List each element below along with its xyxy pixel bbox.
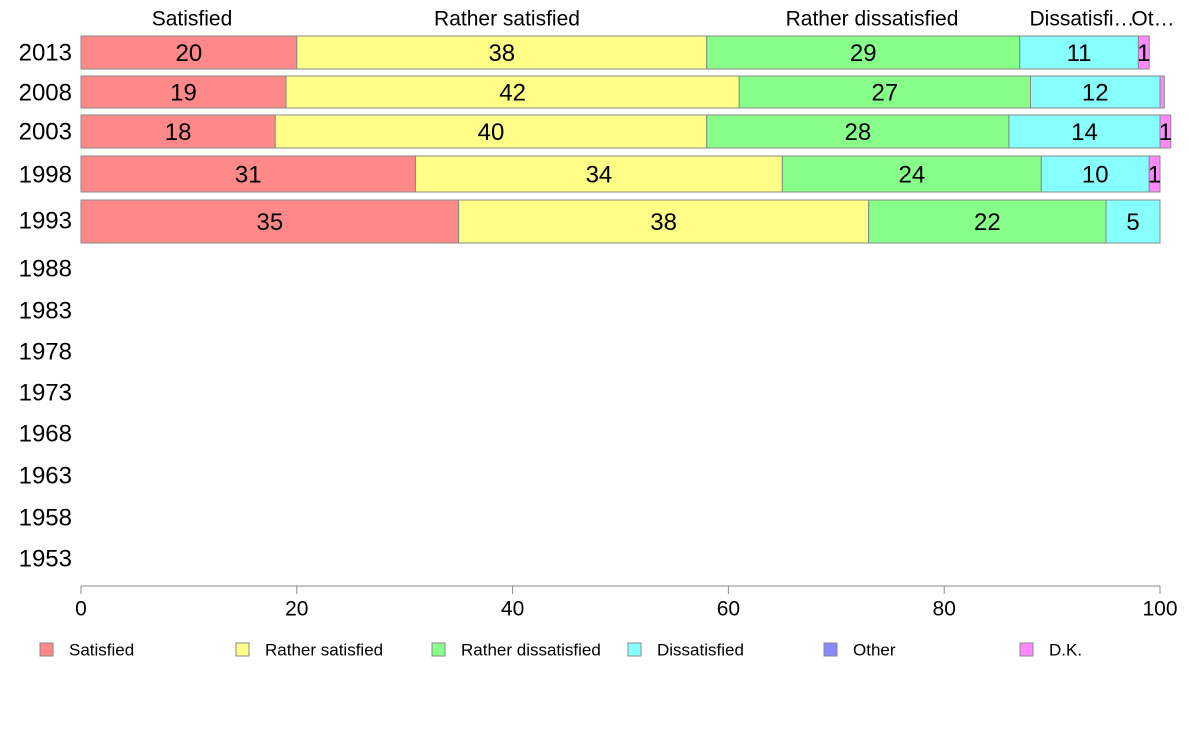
top-label-1: Rather satisfied <box>434 8 580 31</box>
data-label-2013-dissatisfied: 11 <box>1067 40 1092 67</box>
data-label-1998-dissatisfied: 10 <box>1082 162 1109 189</box>
legend-swatch-rather-dissatisfied <box>431 642 446 657</box>
legend-swatch-dissatisfied <box>627 642 642 657</box>
legend-label-satisfied: Satisfied <box>69 641 134 660</box>
legend-label-rather-satisfied: Rather satisfied <box>265 641 383 660</box>
data-label-2003-d-k-: 1 <box>1159 119 1172 146</box>
year-label-1958: 1958 <box>19 505 72 532</box>
data-label-2008-dissatisfied: 12 <box>1082 80 1109 107</box>
year-label-1963: 1963 <box>19 463 72 490</box>
year-label-1993: 1993 <box>19 208 72 235</box>
data-label-1998-rather-satisfied: 34 <box>586 162 613 189</box>
data-label-2013-rather-satisfied: 38 <box>488 40 515 67</box>
legend-swatch-satisfied <box>39 642 54 657</box>
data-label-1993-satisfied: 35 <box>256 209 283 236</box>
data-label-1998-satisfied: 31 <box>235 162 262 189</box>
legend-swatch-other <box>823 642 838 657</box>
legend-label-dissatisfied: Dissatisfied <box>657 641 744 660</box>
legend-swatch-d-k- <box>1019 642 1034 657</box>
top-label-4: Ot… <box>1131 8 1174 31</box>
bar-segment-2013-rather-satisfied <box>296 35 708 70</box>
top-label-2: Rather dissatisfied <box>786 8 959 31</box>
legend-swatch-rather-satisfied <box>235 642 250 657</box>
data-label-2003-dissatisfied: 14 <box>1071 119 1098 146</box>
bar-segment-1993-satisfied <box>80 199 460 244</box>
data-label-2008-satisfied: 19 <box>170 80 197 107</box>
year-label-1983: 1983 <box>19 298 72 325</box>
bar-segment-2003-d-k- <box>1159 114 1172 149</box>
year-label-1953: 1953 <box>19 546 72 573</box>
bar-segment-2008-d-k- <box>1159 75 1165 109</box>
bar-segment-2013-satisfied <box>80 35 298 70</box>
year-label-1998: 1998 <box>19 162 72 189</box>
data-label-2013-rather-dissatisfied: 29 <box>850 40 877 67</box>
bar-segment-2013-d-k- <box>1137 35 1150 70</box>
top-label-3: Dissatisfi… <box>1029 8 1134 31</box>
year-label-2008: 2008 <box>19 80 72 107</box>
bar-segment-1998-rather-satisfied <box>414 155 783 193</box>
year-label-2003: 2003 <box>19 119 72 146</box>
data-label-2013-d-k-: 1 <box>1137 40 1150 67</box>
bar-segment-2003-dissatisfied <box>1008 114 1161 149</box>
bar-segment-1998-dissatisfied <box>1040 155 1150 193</box>
year-label-1988: 1988 <box>19 256 72 283</box>
data-label-1993-dissatisfied: 5 <box>1126 209 1139 236</box>
bar-segment-2008-rather-satisfied <box>285 75 740 109</box>
data-label-1993-rather-dissatisfied: 22 <box>974 209 1001 236</box>
data-label-2003-rather-dissatisfied: 28 <box>845 119 872 146</box>
bar-segment-1998-d-k- <box>1148 155 1161 193</box>
bar-segment-1993-dissatisfied <box>1105 199 1161 244</box>
legend-label-other: Other <box>853 641 896 660</box>
bar-segment-1998-satisfied <box>80 155 416 193</box>
data-label-1993-rather-satisfied: 38 <box>650 209 677 236</box>
data-label-2003-rather-satisfied: 40 <box>478 119 505 146</box>
data-label-2008-rather-dissatisfied: 27 <box>872 80 899 107</box>
legend-label-rather-dissatisfied: Rather dissatisfied <box>461 641 601 660</box>
bar-segment-2003-rather-satisfied <box>274 114 708 149</box>
bar-segment-2008-rather-dissatisfied <box>738 75 1032 109</box>
x-tick-label-100: 100 <box>1142 598 1177 621</box>
year-label-1978: 1978 <box>19 339 72 366</box>
legend-label-d-k-: D.K. <box>1049 641 1082 660</box>
data-label-2013-satisfied: 20 <box>176 40 203 67</box>
data-label-2003-satisfied: 18 <box>165 119 192 146</box>
data-label-1998-rather-dissatisfied: 24 <box>898 162 925 189</box>
x-tick-label-80: 80 <box>933 598 956 621</box>
bar-segment-2013-rather-dissatisfied <box>706 35 1021 70</box>
year-label-2013: 2013 <box>19 40 72 67</box>
data-label-1998-d-k-: 1 <box>1148 162 1161 189</box>
bar-segment-2008-dissatisfied <box>1030 75 1161 109</box>
top-label-0: Satisfied <box>152 8 233 31</box>
bar-segment-1998-rather-dissatisfied <box>781 155 1042 193</box>
data-label-2008-rather-satisfied: 42 <box>499 80 526 107</box>
bar-segment-1993-rather-satisfied <box>458 199 870 244</box>
x-tick-label-60: 60 <box>717 598 740 621</box>
year-label-1968: 1968 <box>19 421 72 448</box>
bar-segment-2008-satisfied <box>80 75 287 109</box>
bar-segment-2003-rather-dissatisfied <box>706 114 1010 149</box>
bar-segment-2003-satisfied <box>80 114 276 149</box>
year-label-1973: 1973 <box>19 380 72 407</box>
bar-segment-1993-rather-dissatisfied <box>868 199 1107 244</box>
x-tick-label-20: 20 <box>285 598 308 621</box>
x-tick-label-40: 40 <box>501 598 524 621</box>
x-tick-label-0: 0 <box>75 598 87 621</box>
